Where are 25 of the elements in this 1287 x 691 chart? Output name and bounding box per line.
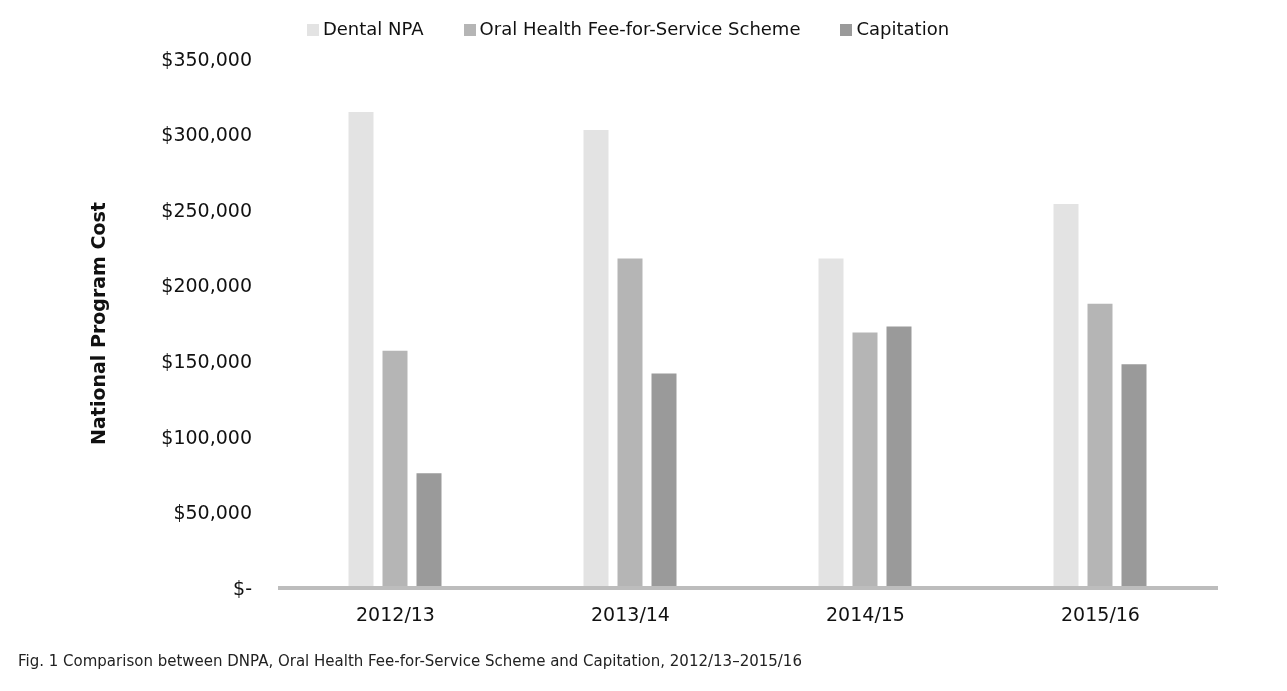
x-tick-label: 2012/13 (356, 603, 435, 626)
y-tick-label: $200,000 (161, 274, 252, 297)
y-tick-label: $- (233, 576, 252, 599)
y-tick-label: $50,000 (173, 501, 252, 524)
bar (1121, 364, 1147, 588)
bar (818, 258, 844, 588)
bar (651, 373, 677, 588)
bar (583, 130, 609, 588)
x-tick-label: 2015/16 (1061, 603, 1140, 626)
bar (1053, 204, 1079, 588)
legend-label: Oral Health Fee-for-Service Scheme (479, 18, 801, 39)
caption: Fig. 1 Comparison between DNPA, Oral Health Fee-for-Service Scheme and Capitation, 2012/13–2015/16 (17, 652, 803, 670)
y-tick-label: $100,000 (161, 425, 252, 448)
y-tick-label: $350,000 (161, 47, 252, 70)
legend-label: Dental NPA (322, 18, 424, 39)
bar (416, 473, 442, 588)
y-tick-label: $250,000 (161, 198, 252, 221)
bar (886, 326, 912, 588)
bar (348, 111, 374, 588)
legend-label: Capitation (856, 18, 950, 39)
x-tick-label: 2013/14 (591, 603, 670, 626)
x-tick-label: 2014/15 (826, 603, 905, 626)
y-tick-label: $300,000 (161, 123, 252, 146)
y-axis-title: National Program Cost (86, 202, 109, 445)
y-tick-label: $150,000 (161, 350, 252, 373)
